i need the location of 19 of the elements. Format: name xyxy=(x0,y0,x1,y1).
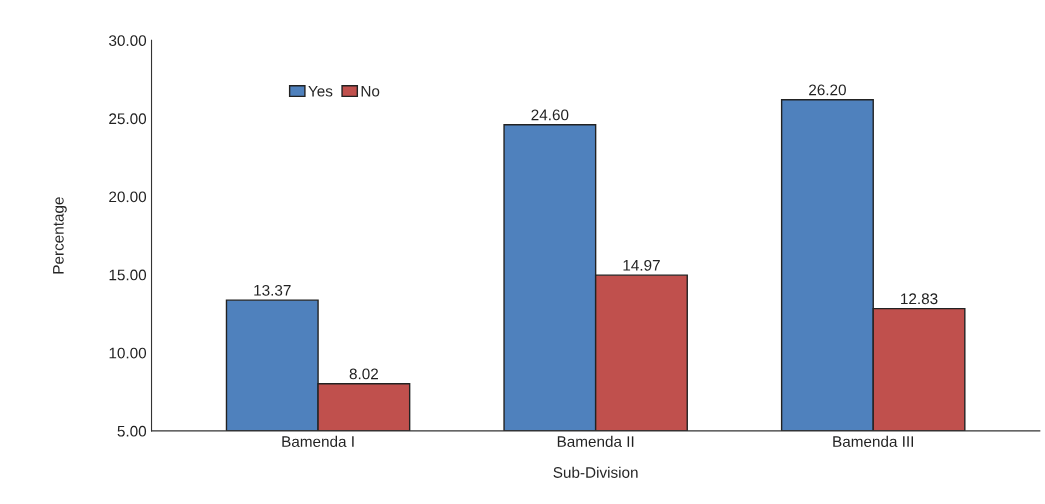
data-label: 14.97 xyxy=(623,259,660,271)
legend-label: Yes xyxy=(308,85,333,97)
data-label: 24.60 xyxy=(531,109,569,121)
y-axis-title: Percentage xyxy=(53,197,67,274)
x-tick-label: Bamenda III xyxy=(833,435,914,447)
data-label: 26.20 xyxy=(809,84,846,96)
y-tick-label: 15.00 xyxy=(109,269,147,281)
y-tick-label: 5.00 xyxy=(117,425,147,437)
legend-label: No xyxy=(361,85,380,97)
x-axis-title: Sub-Division xyxy=(553,466,638,478)
data-label: 8.02 xyxy=(349,368,378,380)
x-tick-label: Bamenda I xyxy=(282,435,354,447)
x-tick-label: Bamenda II xyxy=(557,435,634,447)
y-tick-label: 25.00 xyxy=(109,113,147,125)
y-tick-label: 20.00 xyxy=(109,191,147,203)
y-tick-label: 10.00 xyxy=(109,347,147,359)
data-label: 12.83 xyxy=(901,293,938,305)
data-label: 13.37 xyxy=(254,284,291,296)
y-tick-label: 30.00 xyxy=(109,35,147,47)
